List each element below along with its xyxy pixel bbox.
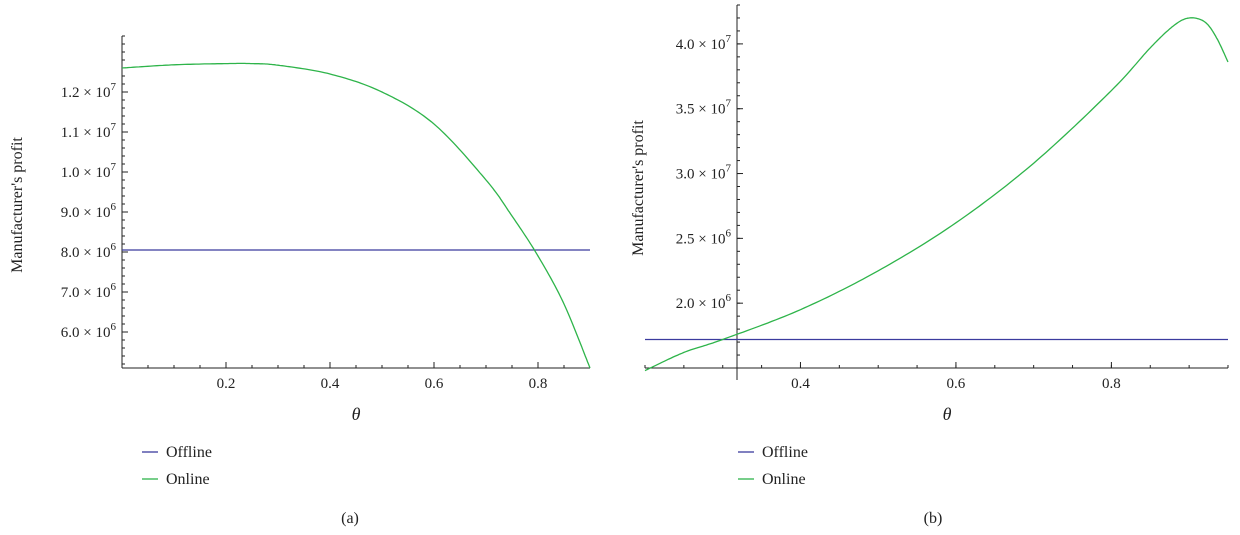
chart-b-panel-label: (b)	[924, 510, 943, 527]
chart-b-legend: Offline Online	[738, 444, 808, 488]
chart-b-y-ticks: 2.0 × 106 2.5 × 106 3.0 × 107 3.5 × 107 4.0 …	[676, 4, 743, 369]
chart-b-x-tick-label: 0.8	[1102, 376, 1121, 392]
chart-a-y-axis-title: Manufacturer's profit	[9, 137, 26, 273]
legend-label-offline: Offline	[762, 444, 808, 461]
chart-a-y-tick-label: 6.0 × 106	[61, 321, 117, 341]
chart-a-x-tick-label: 0.8	[529, 376, 548, 392]
chart-b-x-axis-title: θ	[943, 404, 952, 424]
chart-a-y-tick-label: 1.2 × 107	[61, 81, 117, 101]
chart-b-y-tick-label: 4.0 × 107	[676, 33, 732, 53]
chart-b-y-tick-label: 2.5 × 106	[676, 227, 732, 247]
chart-a-x-tick-label: 0.6	[425, 376, 444, 392]
chart-panel-b: 0.4 0.6 0.8 2.0 × 106 2.5 × 106 3.0 × 107 3.5…	[630, 4, 1229, 527]
chart-a-y-ticks: 6.0 × 106 7.0 × 106 8.0 × 106 9.0 × 106 1.0 …	[61, 35, 128, 365]
legend-label-offline: Offline	[166, 444, 212, 461]
chart-a-legend: Offline Online	[142, 444, 212, 488]
chart-a-y-tick-label: 7.0 × 106	[61, 281, 117, 301]
chart-a-x-tick-label: 0.2	[217, 376, 236, 392]
legend-label-online: Online	[166, 471, 210, 488]
chart-b-x-tick-label: 0.6	[947, 376, 966, 392]
chart-b-y-tick-label: 2.0 × 106	[676, 292, 732, 312]
chart-b-y-axis-title: Manufacturer's profit	[630, 120, 647, 256]
chart-a-series	[121, 62, 591, 369]
chart-a-panel-label: (a)	[341, 510, 359, 527]
chart-a-y-tick-label: 8.0 × 106	[61, 241, 117, 261]
chart-b-y-tick-label: 3.0 × 107	[676, 163, 732, 183]
legend-label-online: Online	[762, 471, 806, 488]
chart-b-y-tick-label: 3.5 × 107	[676, 98, 732, 118]
chart-b-series-online	[644, 17, 1229, 372]
chart-b-series	[644, 17, 1229, 372]
chart-b-x-ticks: 0.4 0.6 0.8	[644, 362, 1229, 392]
chart-a-series-online	[121, 62, 591, 369]
chart-b-axes	[645, 5, 1228, 380]
chart-a-x-tick-label: 0.4	[321, 376, 340, 392]
chart-a-x-axis-title: θ	[352, 404, 361, 424]
chart-panel-a: 0.2 0.4 0.6 0.8 6.0 × 106 7.0 × 106 8.0 × 106…	[9, 35, 591, 527]
chart-a-y-tick-label: 1.1 × 107	[61, 121, 117, 141]
chart-a-axes	[121, 36, 590, 369]
chart-a-x-ticks: 0.2 0.4 0.6 0.8	[121, 362, 565, 392]
chart-a-y-tick-label: 1.0 × 107	[61, 161, 117, 181]
chart-b-x-tick-label: 0.4	[791, 376, 810, 392]
chart-a-y-tick-label: 9.0 × 106	[61, 201, 117, 221]
